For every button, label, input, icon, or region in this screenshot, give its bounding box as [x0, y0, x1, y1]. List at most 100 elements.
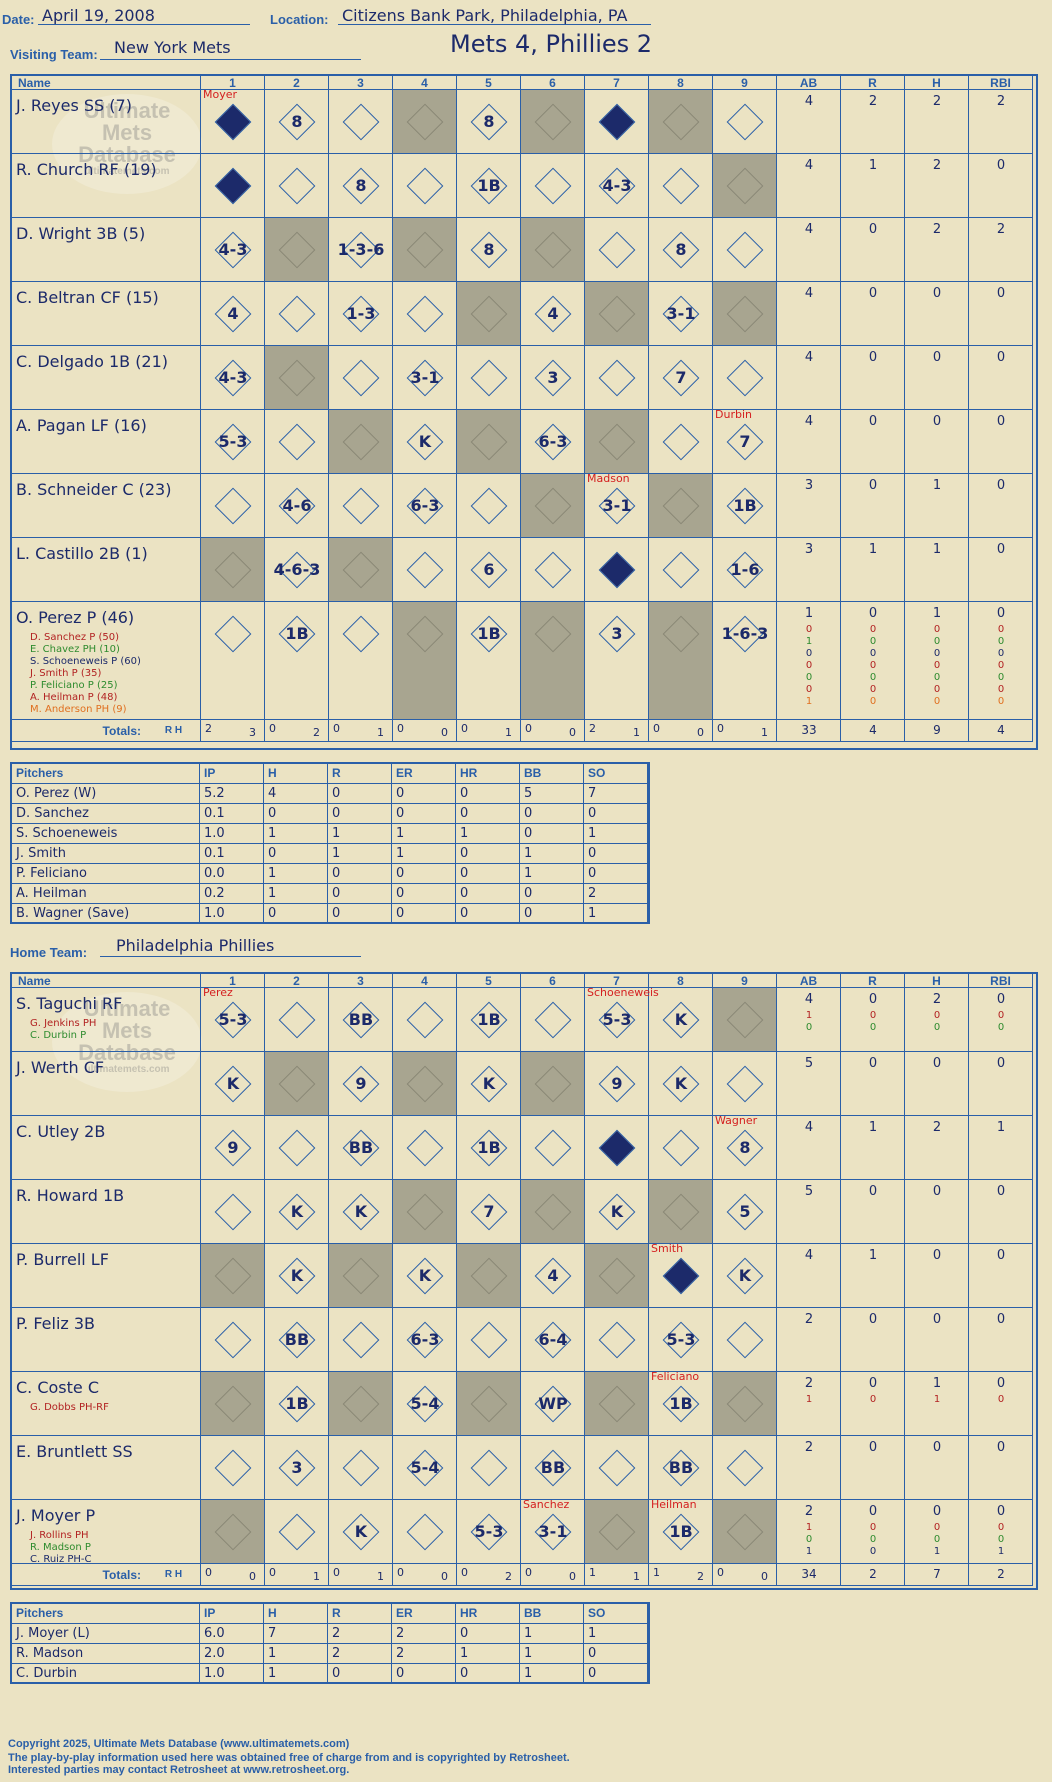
totals-hits: 1: [633, 1570, 640, 1583]
base-diamond: [598, 1321, 636, 1359]
play-mark: 1-6: [730, 560, 760, 579]
stat-value: 0: [996, 606, 1006, 621]
inning-cell: [265, 1116, 329, 1180]
sub-stat-value: 0: [997, 1522, 1005, 1533]
base-diamond: [726, 1001, 764, 1039]
pitcher-stat: 0: [456, 884, 520, 904]
play-mark: 1-6-3: [721, 624, 769, 643]
base-diamond: [726, 295, 764, 333]
stat-value: 1: [996, 1120, 1006, 1135]
totals-runs: 0: [461, 1566, 468, 1579]
base-diamond: [726, 1385, 764, 1423]
pitcher-header-pitchers: Pitchers: [12, 1604, 200, 1624]
base-diamond: [278, 167, 316, 205]
inning-cell: [713, 282, 777, 346]
play-mark: 1B: [477, 1138, 501, 1157]
inning-cell: 4-3: [201, 346, 265, 410]
totals-stat-value: 9: [933, 723, 941, 737]
stat-value: 0: [996, 286, 1006, 301]
batter-row: C. Beltran CF (15): [12, 282, 201, 346]
pitcher-header-r: R: [328, 764, 392, 784]
batter-name: J. Reyes SS (7): [16, 96, 132, 115]
inning-cell: K: [649, 1052, 713, 1116]
base-diamond: [214, 1321, 252, 1359]
base-diamond: [726, 231, 764, 269]
batter-name: O. Perez P (46): [16, 608, 135, 627]
stat-cell: 5: [777, 1180, 841, 1244]
totals-runs: 0: [525, 1566, 532, 1579]
play-mark: 3-1: [538, 1522, 568, 1541]
play-mark: 5-3: [666, 1330, 696, 1349]
inning-cell: [649, 602, 713, 720]
totals-runs: 2: [205, 722, 212, 735]
pitcher-stat: 1: [264, 1664, 328, 1684]
inning-cell: 1-3: [329, 282, 393, 346]
stat-value: 1: [868, 158, 878, 173]
inning-cell: [521, 1180, 585, 1244]
pitcher-stat: 0: [456, 804, 520, 824]
pitcher-header-pitchers: Pitchers: [12, 764, 200, 784]
stat-cell: 0: [905, 1436, 969, 1500]
pitcher-stat: 1: [520, 864, 584, 884]
base-diamond: [598, 359, 636, 397]
play-mark: 1B: [669, 1394, 693, 1413]
stat-header-h: H: [905, 974, 969, 988]
stat-value: 4: [804, 1120, 814, 1135]
play-mark: BB: [348, 1138, 374, 1157]
stat-cell: 1: [841, 154, 905, 218]
play-mark: K: [674, 1010, 688, 1029]
sub-stat-value: 0: [933, 624, 941, 635]
totals-stat-value: 34: [801, 1567, 817, 1581]
inning-cell: [649, 410, 713, 474]
inning-cell: K: [393, 1244, 457, 1308]
substitute-name: D. Sanchez P (50): [30, 632, 120, 643]
inning-header-5: 5: [457, 76, 521, 90]
play-mark: BB: [540, 1458, 566, 1477]
inning-cell: K: [329, 1500, 393, 1564]
sub-stat-value: 0: [869, 648, 877, 659]
substitute-name: J. Smith P (35): [30, 668, 102, 679]
inning-cell: [265, 218, 329, 282]
inning-header-1: 1: [201, 974, 265, 988]
inning-cell: [585, 218, 649, 282]
play-mark: 5-3: [218, 1010, 248, 1029]
stat-cell: 3: [777, 538, 841, 602]
stat-cell: 0: [841, 282, 905, 346]
totals-runs: 0: [333, 1566, 340, 1579]
batter-name: B. Schneider C (23): [16, 480, 172, 499]
stat-cell: 4: [777, 346, 841, 410]
play-mark: 4: [547, 1266, 559, 1285]
run-scored-diamond: [664, 1259, 698, 1293]
stat-value: 0: [996, 542, 1006, 557]
sub-stat-value: 1: [805, 1394, 813, 1405]
inning-header-9: 9: [713, 76, 777, 90]
inning-cell: [393, 90, 457, 154]
pitcher-stat: 5: [520, 784, 584, 804]
home-team-name: Philadelphia Phillies: [116, 936, 275, 955]
stat-value: 2: [932, 94, 942, 109]
batter-name: J. Werth CF: [16, 1058, 105, 1077]
play-mark: 8: [483, 240, 495, 259]
home-scorecard: Name 1 2 3 4 5 6 7 8 9 AB R H RBI Ultimate Mets Database…: [10, 972, 1038, 1590]
totals-stat-cell: 7: [905, 1564, 969, 1586]
base-diamond: [214, 1193, 252, 1231]
stat-cell: 4: [777, 1116, 841, 1180]
stat-value: 1: [932, 1376, 942, 1391]
totals-hits: 0: [569, 726, 576, 739]
inning-cell: 5-4: [393, 1372, 457, 1436]
sub-stat-value: 0: [933, 1022, 941, 1033]
play-mark: 7: [739, 432, 751, 451]
play-mark: 1B: [285, 624, 309, 643]
stat-cell: 0: [905, 282, 969, 346]
pitcher-stat: 0: [456, 1624, 520, 1644]
inning-cell: K: [457, 1052, 521, 1116]
pitcher-stat: 0: [520, 884, 584, 904]
